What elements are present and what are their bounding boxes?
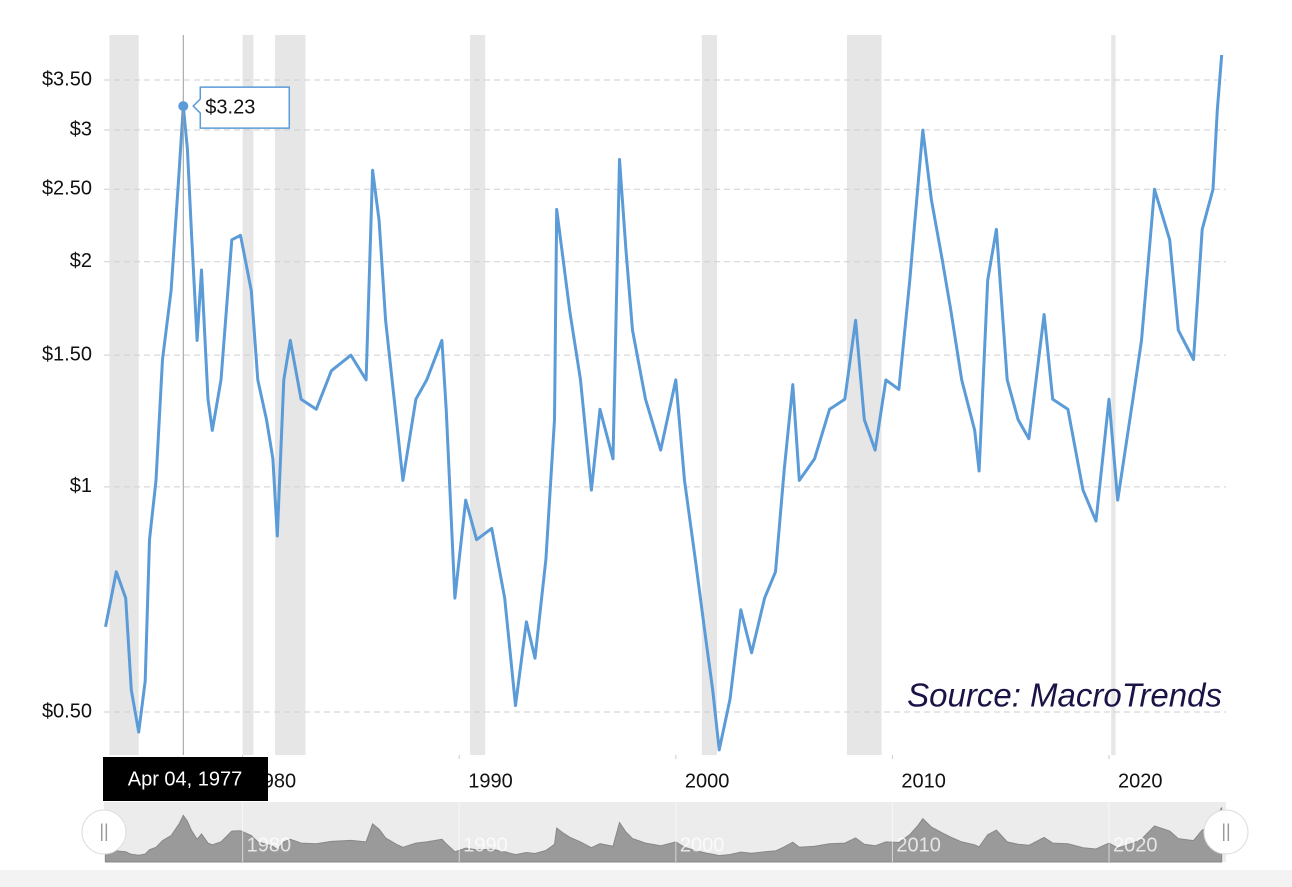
recession-band: [846, 35, 882, 755]
navigator-handle-grip: ||: [1221, 821, 1230, 841]
navigator-tick-label: 2000: [680, 834, 725, 856]
navigator-handle[interactable]: [81, 809, 127, 855]
tooltip-value: $3.23: [205, 96, 255, 118]
y-tick-label: $2: [70, 250, 92, 272]
navigator-tick-label: 1980: [247, 834, 292, 856]
recession-band: [470, 35, 486, 755]
recession-band: [1111, 35, 1116, 755]
y-tick-label: $0.50: [42, 700, 92, 722]
recession-band: [109, 35, 139, 755]
navigator-tick-label: 2010: [896, 834, 941, 856]
y-tick-label: $2.50: [42, 178, 92, 200]
x-tick-label: 1990: [468, 770, 512, 792]
recession-band: [701, 35, 717, 755]
hover-point: [178, 101, 189, 112]
date-label: Apr 04, 1977: [128, 768, 243, 790]
y-tick-label: $3: [70, 118, 92, 140]
y-tick-label: $1.50: [42, 343, 92, 365]
price-line: [104, 54, 1224, 752]
navigator-tick-label: 1990: [463, 834, 508, 856]
y-tick-label: $1: [70, 475, 92, 497]
page-footer-strip: [0, 870, 1292, 887]
tooltip-box: [192, 86, 291, 129]
y-tick-label: $3.50: [42, 68, 92, 90]
source-annotation: Source: MacroTrends: [907, 677, 1222, 714]
navigator-handle[interactable]: [1203, 809, 1249, 855]
navigator-tick-label: 2020: [1113, 834, 1158, 856]
navigator-area: [104, 807, 1223, 863]
x-tick-label: 2010: [901, 770, 946, 792]
x-tick-label: 2000: [685, 770, 730, 792]
date-label-box: [103, 757, 268, 801]
recession-band: [242, 35, 254, 755]
x-tick-label: 2020: [1118, 770, 1163, 792]
navigator-handle-grip: ||: [99, 821, 108, 841]
